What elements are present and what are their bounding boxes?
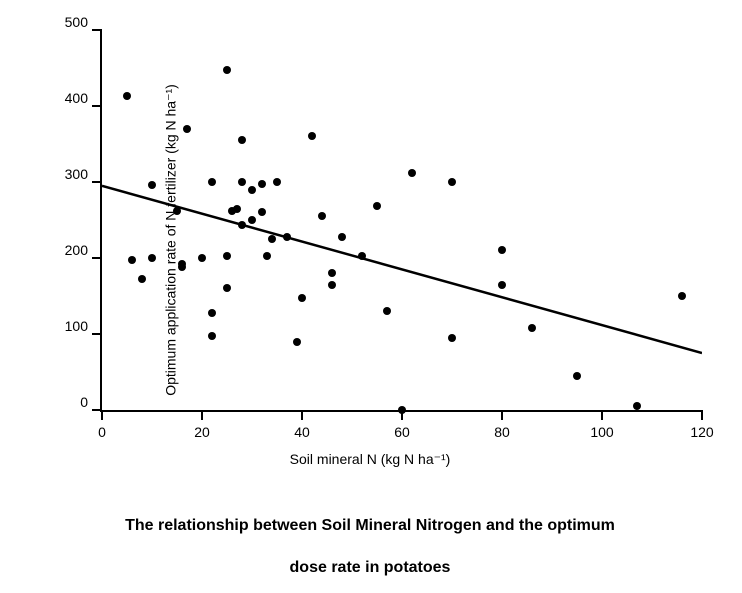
data-point xyxy=(268,235,276,243)
data-point xyxy=(148,254,156,262)
data-point xyxy=(328,269,336,277)
data-point xyxy=(293,338,301,346)
data-point xyxy=(198,254,206,262)
data-point xyxy=(233,205,241,213)
y-tick-label: 400 xyxy=(65,90,88,106)
data-point xyxy=(123,92,131,100)
y-tick xyxy=(92,181,102,183)
data-point xyxy=(373,202,381,210)
data-point xyxy=(128,256,136,264)
data-point xyxy=(258,180,266,188)
caption-line-1: The relationship between Soil Mineral Ni… xyxy=(125,517,615,534)
data-point xyxy=(633,402,641,410)
data-point xyxy=(298,294,306,302)
data-point xyxy=(223,252,231,260)
caption-line-2: dose rate in potatoes xyxy=(290,559,451,576)
data-point xyxy=(448,334,456,342)
data-point xyxy=(238,136,246,144)
x-tick xyxy=(201,410,203,420)
data-point xyxy=(318,212,326,220)
data-point xyxy=(208,309,216,317)
data-point xyxy=(148,181,156,189)
data-point xyxy=(448,178,456,186)
x-axis-label: Soil mineral N (kg N ha⁻¹) xyxy=(290,451,451,468)
data-point xyxy=(248,216,256,224)
data-point xyxy=(338,233,346,241)
data-point xyxy=(208,178,216,186)
scatter-chart: Optimum application rate of N fertilizer… xyxy=(20,20,720,460)
y-tick-label: 300 xyxy=(65,166,88,182)
data-point xyxy=(263,252,271,260)
data-point xyxy=(258,208,266,216)
x-tick-label: 80 xyxy=(494,424,510,440)
data-point xyxy=(178,263,186,271)
x-tick-label: 20 xyxy=(194,424,210,440)
data-point xyxy=(308,132,316,140)
y-tick-label: 500 xyxy=(65,14,88,30)
x-tick xyxy=(701,410,703,420)
data-point xyxy=(138,275,146,283)
y-tick xyxy=(92,257,102,259)
data-point xyxy=(528,324,536,332)
data-point xyxy=(358,252,366,260)
data-point xyxy=(173,207,181,215)
data-point xyxy=(238,178,246,186)
data-point xyxy=(498,281,506,289)
data-point xyxy=(573,372,581,380)
x-tick-label: 40 xyxy=(294,424,310,440)
data-point xyxy=(498,246,506,254)
data-point xyxy=(408,169,416,177)
x-tick-label: 0 xyxy=(98,424,106,440)
y-tick-label: 0 xyxy=(80,394,88,410)
data-point xyxy=(398,406,406,414)
x-tick xyxy=(501,410,503,420)
data-point xyxy=(283,233,291,241)
plot-area: 0100200300400500020406080100120 xyxy=(100,30,702,412)
x-tick xyxy=(101,410,103,420)
data-point xyxy=(383,307,391,315)
y-tick xyxy=(92,105,102,107)
x-tick-label: 120 xyxy=(690,424,713,440)
y-tick xyxy=(92,333,102,335)
y-tick-label: 200 xyxy=(65,242,88,258)
data-point xyxy=(183,125,191,133)
trend-line xyxy=(102,30,702,410)
data-point xyxy=(223,284,231,292)
y-tick xyxy=(92,29,102,31)
data-point xyxy=(328,281,336,289)
chart-caption: The relationship between Soil Mineral Ni… xyxy=(20,505,720,588)
x-tick-label: 100 xyxy=(590,424,613,440)
x-tick xyxy=(601,410,603,420)
data-point xyxy=(208,332,216,340)
data-point xyxy=(223,66,231,74)
data-point xyxy=(248,186,256,194)
x-tick xyxy=(301,410,303,420)
data-point xyxy=(238,221,246,229)
y-tick-label: 100 xyxy=(65,318,88,334)
data-point xyxy=(678,292,686,300)
data-point xyxy=(273,178,281,186)
x-tick-label: 60 xyxy=(394,424,410,440)
